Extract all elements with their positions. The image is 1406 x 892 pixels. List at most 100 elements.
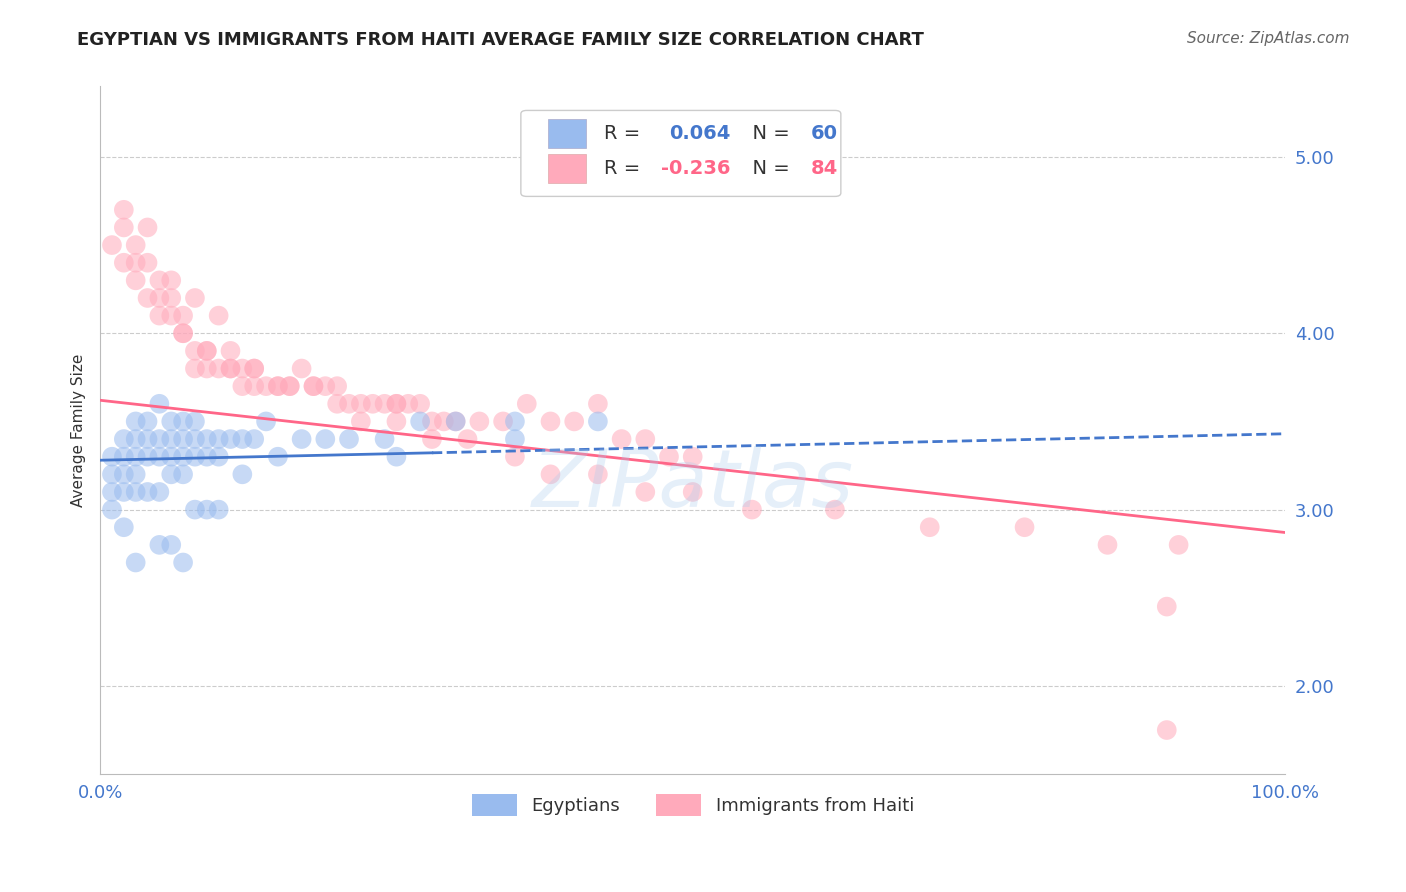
Legend: Egyptians, Immigrants from Haiti: Egyptians, Immigrants from Haiti (464, 787, 921, 823)
Point (184, 291, 207, 305)
Point (337, 397, 360, 411)
Point (243, 432, 266, 446)
Point (361, 397, 384, 411)
Point (101, 502, 124, 516)
Point (172, 326, 194, 341)
Point (112, 432, 135, 446)
Point (160, 273, 183, 287)
Point (918, 520, 941, 534)
Point (243, 361, 266, 376)
Point (125, 432, 148, 446)
Point (195, 432, 218, 446)
Point (219, 343, 242, 358)
Text: EGYPTIAN VS IMMIGRANTS FROM HAITI AVERAGE FAMILY SIZE CORRELATION CHART: EGYPTIAN VS IMMIGRANTS FROM HAITI AVERAG… (77, 31, 924, 49)
Point (208, 502, 231, 516)
Point (136, 256, 159, 270)
Point (682, 485, 704, 500)
Point (444, 414, 467, 428)
Text: -0.236: -0.236 (661, 159, 730, 178)
Point (148, 450, 170, 464)
Point (409, 397, 432, 411)
Text: R =: R = (603, 124, 647, 144)
Point (112, 450, 135, 464)
Point (184, 432, 207, 446)
Point (1156, 723, 1178, 737)
Point (112, 202, 135, 217)
Point (136, 432, 159, 446)
Point (385, 414, 408, 428)
Point (172, 467, 194, 482)
Point (314, 432, 336, 446)
Point (231, 361, 253, 376)
FancyBboxPatch shape (548, 120, 586, 148)
Point (350, 397, 373, 411)
Point (1097, 538, 1119, 552)
Point (160, 538, 183, 552)
Point (824, 502, 846, 516)
Point (112, 220, 135, 235)
Point (172, 414, 194, 428)
Text: ZIPatlas: ZIPatlas (531, 446, 853, 524)
Point (125, 256, 148, 270)
Y-axis label: Average Family Size: Average Family Size (72, 353, 86, 507)
Point (385, 397, 408, 411)
Point (231, 467, 253, 482)
Point (160, 467, 183, 482)
Point (148, 397, 170, 411)
Point (125, 414, 148, 428)
Point (302, 379, 325, 393)
Point (101, 485, 124, 500)
Point (184, 502, 207, 516)
Point (160, 432, 183, 446)
Point (337, 432, 360, 446)
Point (267, 450, 290, 464)
Point (195, 450, 218, 464)
Point (396, 397, 419, 411)
FancyBboxPatch shape (520, 111, 841, 196)
Point (540, 467, 562, 482)
Point (374, 432, 396, 446)
Point (136, 414, 159, 428)
Point (314, 379, 336, 393)
Point (278, 379, 301, 393)
Point (101, 467, 124, 482)
Point (195, 343, 218, 358)
Point (208, 432, 231, 446)
Point (136, 291, 159, 305)
Point (172, 432, 194, 446)
Point (125, 485, 148, 500)
Point (172, 450, 194, 464)
Point (195, 502, 218, 516)
Point (184, 450, 207, 464)
Point (160, 450, 183, 464)
Text: N =: N = (740, 159, 796, 178)
Point (148, 291, 170, 305)
Point (148, 538, 170, 552)
Point (741, 502, 763, 516)
Point (219, 432, 242, 446)
FancyBboxPatch shape (548, 153, 586, 183)
Point (267, 379, 290, 393)
Point (503, 450, 526, 464)
Point (326, 397, 349, 411)
Point (125, 273, 148, 287)
Point (160, 309, 183, 323)
Point (231, 432, 253, 446)
Point (420, 432, 443, 446)
Point (420, 414, 443, 428)
Point (125, 467, 148, 482)
Point (385, 397, 408, 411)
Point (125, 556, 148, 570)
Point (160, 414, 183, 428)
Point (136, 220, 159, 235)
Point (112, 520, 135, 534)
Point (231, 379, 253, 393)
Point (219, 361, 242, 376)
Point (503, 432, 526, 446)
Point (291, 432, 314, 446)
Point (172, 326, 194, 341)
Point (148, 432, 170, 446)
Point (610, 432, 633, 446)
Point (172, 309, 194, 323)
Point (125, 238, 148, 252)
